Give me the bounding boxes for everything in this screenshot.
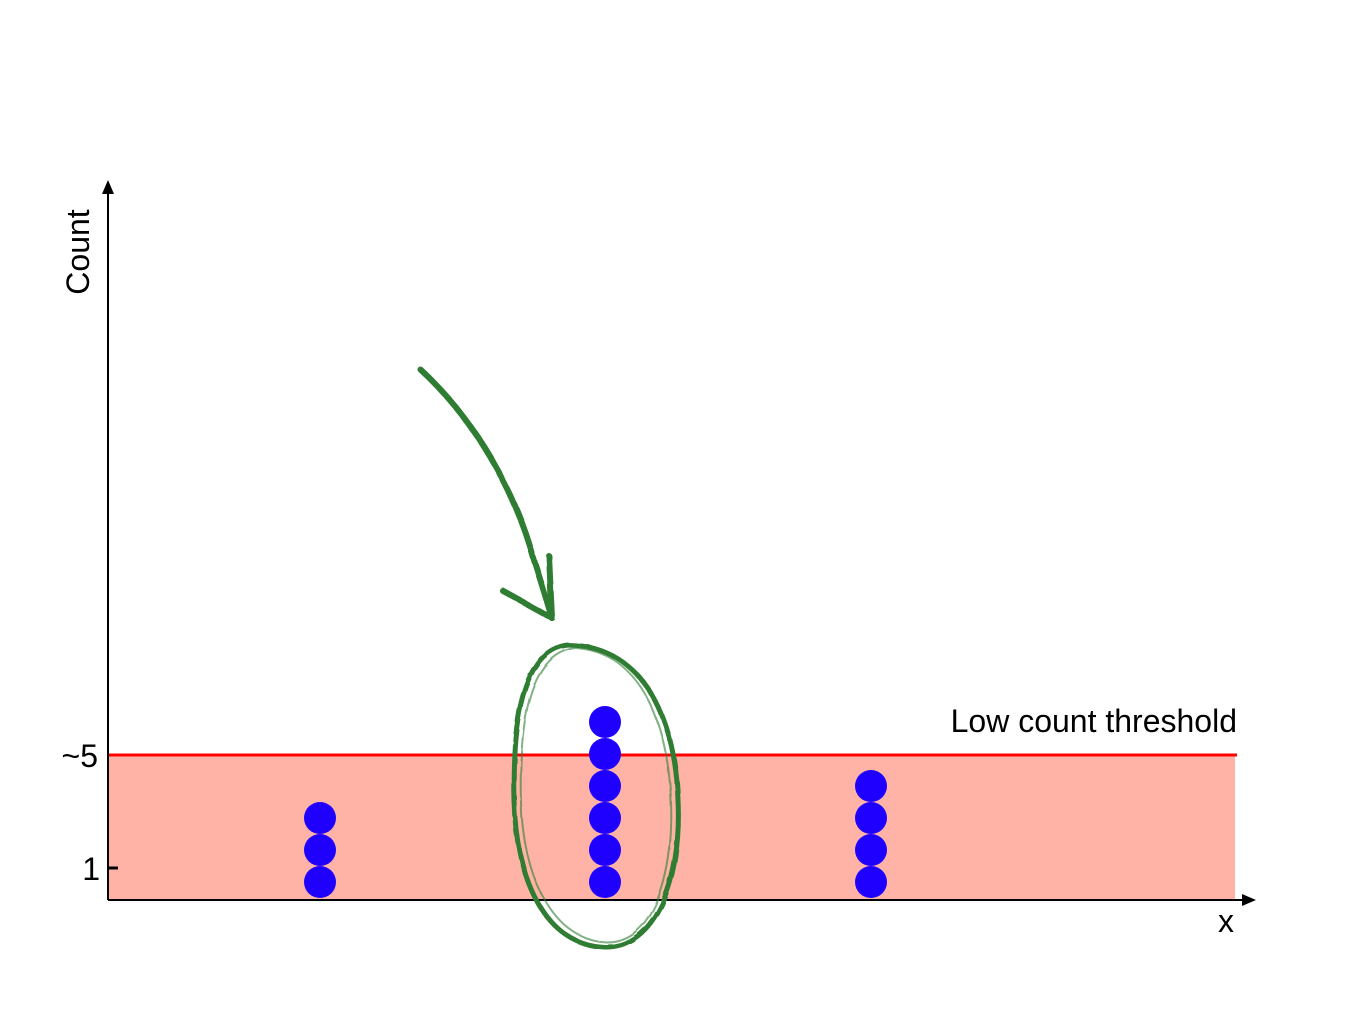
y-axis-arrowhead <box>102 180 114 194</box>
count-dot <box>304 802 336 834</box>
dot-stack-3 <box>855 770 887 898</box>
annotation-circle <box>511 642 681 950</box>
count-dot <box>855 770 887 802</box>
count-dot <box>855 802 887 834</box>
count-dot <box>855 834 887 866</box>
tick-label-threshold: ~5 <box>62 738 98 774</box>
threshold-label: Low count threshold <box>951 703 1237 739</box>
annotation-arrow <box>418 367 555 621</box>
dot-stack-1 <box>304 802 336 898</box>
count-dot <box>589 738 621 770</box>
count-dot <box>304 866 336 898</box>
x-axis-label: x <box>1218 903 1234 939</box>
count-dot <box>855 866 887 898</box>
count-dot <box>589 866 621 898</box>
dot-stack-2 <box>589 706 621 898</box>
count-dot <box>304 834 336 866</box>
count-dot <box>589 834 621 866</box>
count-dot <box>589 770 621 802</box>
tick-label-1: 1 <box>82 851 100 887</box>
count-dot <box>589 802 621 834</box>
y-axis-label: Count <box>60 209 96 295</box>
x-axis-arrowhead <box>1242 894 1256 906</box>
count-dot <box>589 706 621 738</box>
